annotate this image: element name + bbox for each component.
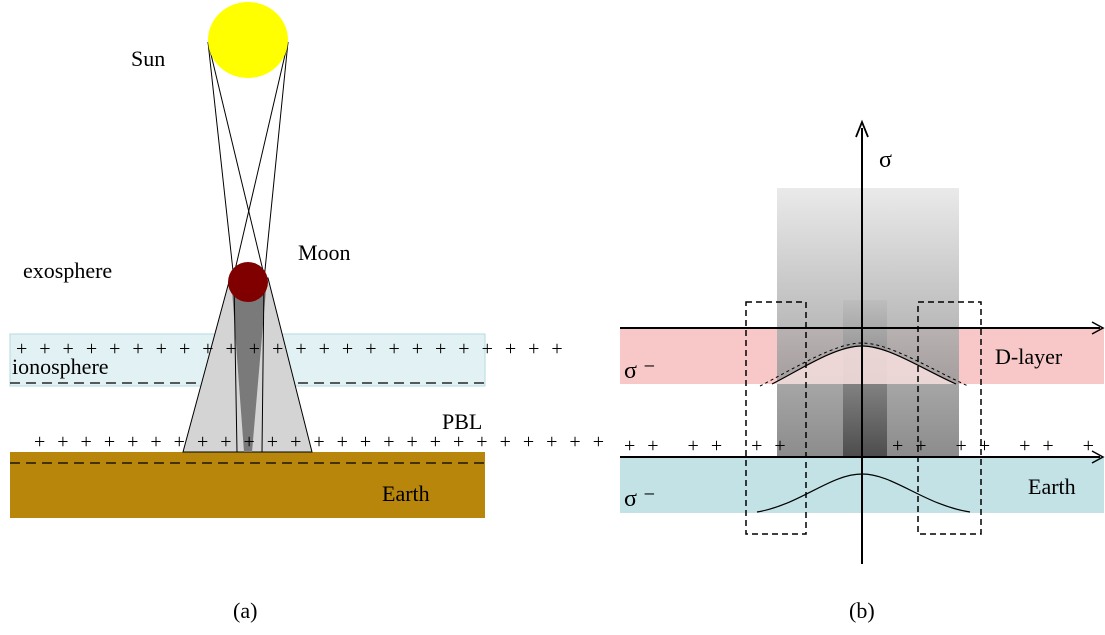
pbl-label: PBL (442, 409, 482, 434)
sigma-minus-upper-label: σ ⁻ (624, 358, 656, 384)
sun-ray-1 (207, 41, 235, 281)
d-layer-curve-fill (772, 346, 956, 384)
umbra-cone (232, 290, 266, 452)
sigma-axis-arrowhead (855, 119, 869, 138)
sun-ray-2 (263, 41, 289, 281)
moon-label: Moon (298, 240, 351, 265)
shadow-edge-right (261, 279, 265, 453)
caption-b: (b) (849, 598, 875, 623)
dashed-box-right (917, 301, 982, 535)
earth-label: Earth (382, 481, 430, 506)
sigma-axis-label: σ (879, 147, 892, 173)
ground-plus-row: + + + + + + + + + + + + + + + + + + + + … (34, 431, 607, 453)
dashed-box-left (745, 301, 807, 535)
ionosphere-plus-row: + + + + + + + + + + + + + + + + + + + + … (16, 338, 566, 360)
panel-a: + + + + + + + + + + + + + + + + + + + + … (9, 2, 607, 623)
panel-b: + + + + + + + + + + + + + + + + σ σ ⁻ σ … (620, 119, 1105, 623)
d-layer-axis-arrowhead (1091, 321, 1105, 335)
sigma-minus-lower-label: σ ⁻ (624, 486, 656, 512)
sun-ray-4 (231, 41, 289, 284)
b-plus-row-left: + + + + + + (624, 435, 789, 457)
shadow-edge-left (233, 279, 238, 453)
ionosphere-label: ionosphere (12, 354, 109, 379)
sun-disk (208, 2, 288, 78)
d-layer-label: D-layer (995, 344, 1063, 369)
b-plus-row-right: + + + + + + + + + + (892, 435, 1105, 457)
moon-disk (228, 262, 268, 302)
sun-label: Sun (131, 46, 165, 71)
earth-label-b: Earth (1028, 474, 1076, 499)
caption-a: (a) (233, 598, 257, 623)
earth-block (10, 452, 485, 518)
exosphere-label: exosphere (23, 258, 112, 283)
d-layer-curve-dashed (759, 342, 969, 387)
sun-ray-3 (207, 41, 267, 284)
earth-axis-arrowhead (1091, 450, 1105, 464)
